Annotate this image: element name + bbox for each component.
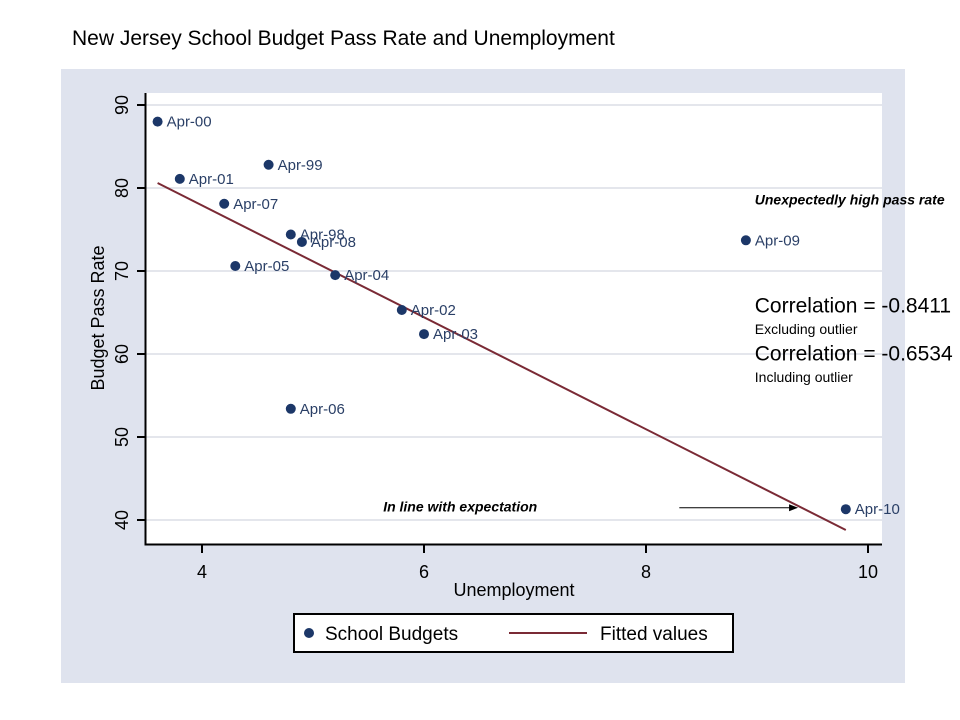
annotation-text: Unexpectedly high pass rate: [755, 192, 945, 208]
data-point-label: Apr-98: [300, 226, 345, 243]
x-tick-label: 8: [641, 562, 651, 582]
y-tick-label: 60: [112, 344, 132, 364]
legend-marker-school-budgets: [304, 628, 314, 638]
gridlines: [145, 104, 882, 521]
annotation-text: Excluding outlier: [755, 321, 858, 337]
x-ticks: 4 6 8 10: [197, 544, 878, 582]
y-ticks: 40 50 60 70 80 90: [112, 95, 145, 530]
y-tick-label: 80: [112, 178, 132, 198]
x-tick-label: 4: [197, 562, 207, 582]
data-point: [740, 235, 751, 246]
annotations-layer: Unexpectedly high pass rate Correlation =…: [383, 192, 953, 515]
annotation-arrow-head: [789, 504, 799, 512]
data-point: [230, 261, 241, 272]
data-point-label: Apr-09: [755, 232, 800, 249]
fitted-line-layer: [157, 182, 847, 531]
data-point: [419, 329, 429, 340]
data-point: [285, 403, 296, 414]
data-point-label: Apr-04: [344, 267, 389, 284]
data-point-label: Apr-07: [233, 196, 278, 213]
legend-label-fitted-values: Fitted values: [600, 624, 708, 645]
y-axis-label: Budget Pass Rate: [88, 245, 108, 390]
data-point: [152, 116, 163, 127]
legend-label-school-budgets: School Budgets: [325, 624, 458, 645]
data-point: [219, 198, 230, 209]
data-point-label: Apr-99: [278, 157, 323, 174]
chart-title: New Jersey School Budget Pass Rate and U…: [72, 27, 615, 50]
y-tick-label: 70: [112, 261, 132, 281]
data-point: [174, 173, 185, 184]
data-point: [296, 236, 307, 247]
annotation-text: Correlation = -0.6534: [755, 343, 953, 366]
data-point: [396, 305, 407, 316]
data-point-label: Apr-06: [300, 401, 345, 418]
fitted-values-line: [157, 182, 847, 531]
data-point-label: Apr-01: [189, 171, 234, 188]
legend: School Budgets Fitted values: [293, 613, 734, 653]
data-point-label: Apr-10: [855, 501, 900, 518]
data-point: [840, 504, 851, 515]
y-tick-label: 50: [112, 427, 132, 447]
annotation-text: In line with expectation: [383, 499, 537, 515]
points-layer: Apr-98 Apr-99 Apr-00 Apr-01 Apr-02 Apr-03 Apr-…: [152, 114, 900, 518]
data-point-label: Apr-03: [433, 326, 478, 343]
x-axis-label: Unemployment: [453, 580, 574, 600]
data-point-label: Apr-08: [311, 234, 356, 251]
data-point-label: Apr-02: [411, 302, 456, 319]
x-tick-label: 6: [419, 562, 429, 582]
x-tick-label: 10: [858, 562, 878, 582]
data-point: [263, 159, 274, 170]
annotation-text: Correlation = -0.8411: [755, 295, 951, 318]
plot-area: [145, 93, 882, 544]
y-tick-label: 90: [112, 95, 132, 115]
annotation-text: Including outlier: [755, 369, 853, 385]
data-point: [330, 270, 341, 281]
data-point-label: Apr-00: [167, 114, 212, 131]
y-tick-label: 40: [112, 510, 132, 530]
data-point-label: Apr-05: [244, 258, 289, 275]
data-point: [285, 229, 296, 240]
